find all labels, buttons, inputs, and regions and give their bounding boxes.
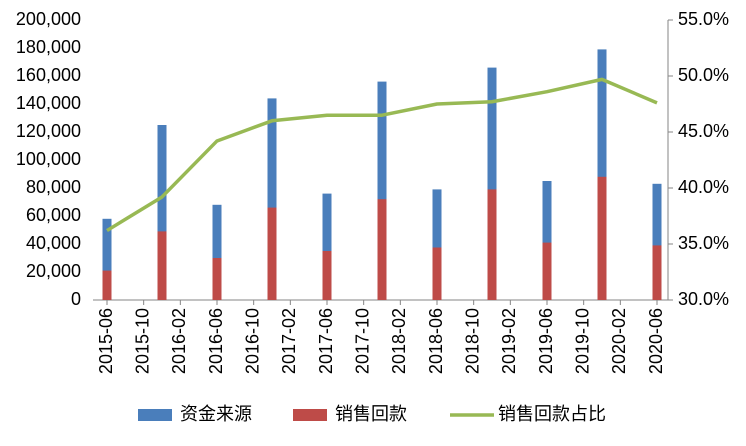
bar [157, 231, 167, 300]
legend-label: 销售回款 [335, 404, 407, 424]
bar [597, 49, 607, 301]
y2-tick-label: 45.0% [678, 121, 729, 141]
bar [102, 218, 112, 300]
x-tick-label: 2019-06 [536, 308, 556, 374]
bar [377, 199, 387, 300]
y-tick-label: 100,000 [16, 149, 81, 169]
y2-tick-label: 50.0% [678, 65, 729, 85]
x-tick-label: 2017-10 [352, 308, 372, 374]
y-tick-label: 60,000 [26, 205, 81, 225]
x-tick-label: 2018-02 [389, 308, 409, 374]
legend-label: 销售回款占比 [498, 404, 606, 424]
y-tick-label: 200,000 [16, 9, 81, 29]
x-tick-label: 2020-06 [646, 308, 666, 374]
y2-tick-label: 35.0% [678, 233, 729, 253]
bar [652, 245, 662, 300]
bar [597, 176, 607, 300]
y-tick-label: 20,000 [26, 261, 81, 281]
x-tick-label: 2018-10 [462, 308, 482, 374]
bar [322, 251, 332, 300]
x-tick-label: 2019-02 [499, 308, 519, 374]
bar [652, 183, 662, 300]
x-tick-label: 2015-06 [96, 308, 116, 374]
y-tick-label: 80,000 [26, 177, 81, 197]
y-tick-label: 120,000 [16, 121, 81, 141]
y-tick-label: 40,000 [26, 233, 81, 253]
bar [432, 189, 442, 300]
legend-swatch [138, 409, 172, 421]
bar [102, 270, 112, 300]
x-tick-label: 2016-06 [206, 308, 226, 374]
y-tick-label: 0 [71, 289, 81, 309]
bar [212, 258, 222, 300]
x-tick-label: 2018-06 [426, 308, 446, 374]
bar [432, 247, 442, 300]
bar [487, 67, 497, 300]
legend-swatch [293, 409, 327, 421]
bar [542, 181, 552, 300]
x-tick-label: 2020-02 [609, 308, 629, 374]
x-tick-label: 2019-10 [572, 308, 592, 374]
legend-label: 资金来源 [180, 404, 252, 424]
y-tick-label: 160,000 [16, 65, 81, 85]
bar [267, 207, 277, 300]
x-tick-label: 2017-06 [316, 308, 336, 374]
y2-tick-label: 40.0% [678, 177, 729, 197]
line [106, 77, 658, 233]
y2-tick-label: 30.0% [678, 289, 729, 309]
bar [212, 204, 222, 300]
bar [542, 242, 552, 300]
bar [377, 81, 387, 300]
y-tick-label: 140,000 [16, 93, 81, 113]
y-tick-label: 180,000 [16, 37, 81, 57]
x-tick-label: 2015-10 [132, 308, 152, 374]
bar [267, 98, 277, 301]
x-tick-label: 2016-02 [169, 308, 189, 374]
bar [157, 125, 167, 300]
x-tick-label: 2016-10 [242, 308, 262, 374]
x-tick-label: 2017-02 [279, 308, 299, 374]
bar [487, 189, 497, 300]
bar [322, 193, 332, 300]
y2-tick-label: 55.0% [678, 9, 729, 29]
